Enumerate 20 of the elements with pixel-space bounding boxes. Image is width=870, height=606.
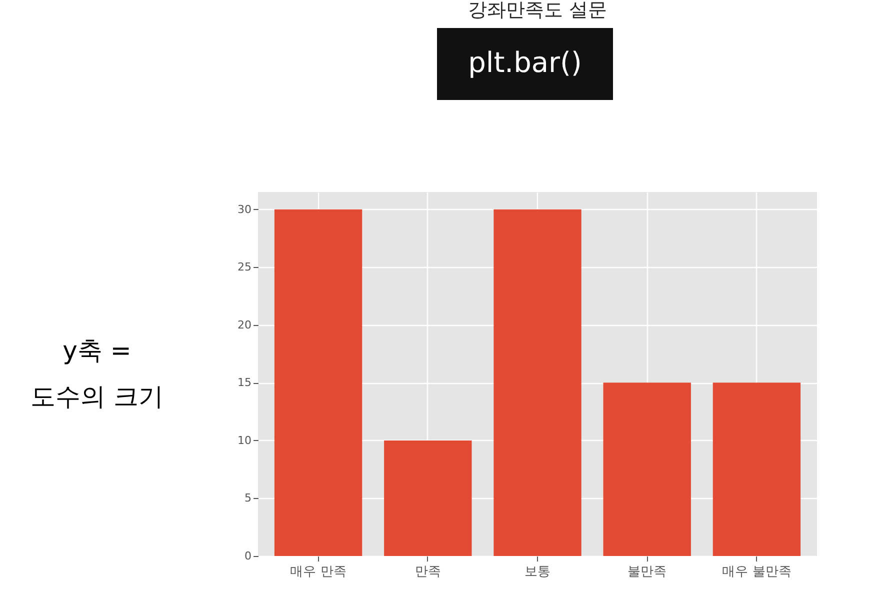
x-tick-label: 보통 xyxy=(524,564,550,580)
y-tick-label: 25 xyxy=(238,260,252,274)
bar xyxy=(274,209,362,556)
x-tick-label: 만족 xyxy=(414,564,441,580)
bar xyxy=(494,209,582,556)
y-tick-label: 0 xyxy=(244,550,252,562)
text: y축 = 도수의 크기 xyxy=(30,336,164,411)
y-tick-label: 20 xyxy=(238,318,252,332)
bar xyxy=(712,382,801,556)
x-tick-label: 불만족 xyxy=(628,564,667,580)
y-tick-label: 30 xyxy=(238,202,252,216)
bar xyxy=(384,440,472,556)
y-tick-label: 15 xyxy=(238,376,252,390)
bar xyxy=(603,382,691,556)
x-tick-label: 매우 불만족 xyxy=(722,564,792,580)
text: plt.bar() xyxy=(468,46,582,79)
chart-title: 강좌만족도 설문 xyxy=(468,0,608,21)
x-tick-label: 매우 만족 xyxy=(290,564,346,580)
y-tick-label: 10 xyxy=(238,434,252,447)
y-tick-label: 5 xyxy=(244,492,252,505)
